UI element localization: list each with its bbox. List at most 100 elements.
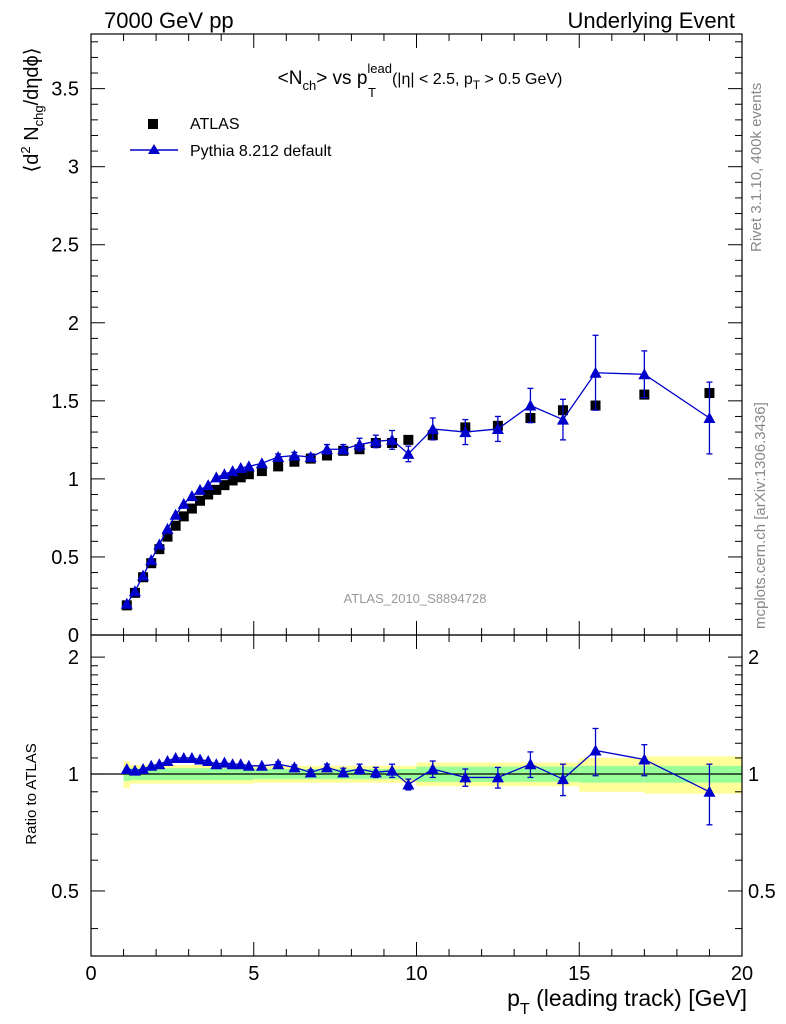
main-y-tick-label: 3.5 [51, 79, 79, 101]
ratio-pythia-point [589, 744, 602, 756]
pythia-data-point [288, 449, 301, 461]
rivet-label: Rivet 3.1.10, 400k events [748, 83, 765, 252]
x-tick-label: 15 [568, 963, 590, 985]
pythia-data-point [218, 468, 231, 480]
ratio-pythia-point [491, 771, 504, 783]
ratio-pythia-point [386, 764, 399, 776]
pythia-data-point [353, 438, 366, 450]
pythia-data-point [589, 366, 602, 378]
ratio-pythia-point [426, 763, 439, 775]
pythia-data-point [210, 471, 223, 483]
ratio-pythia-point [556, 773, 569, 785]
atlas-data-point [186, 503, 197, 514]
ratio-pythia-point [255, 759, 268, 771]
pythia-data-point [226, 465, 239, 477]
atlas-data-point [403, 434, 414, 445]
pythia-data-point [426, 422, 439, 434]
pythia-data-point [128, 585, 141, 597]
ratio-pythia-point [226, 758, 239, 770]
pythia-data-point [556, 413, 569, 425]
atlas-data-point [321, 450, 332, 461]
legend-pythia-marker [148, 144, 160, 154]
ratio-pythia-point [177, 751, 190, 763]
atlas-data-point [203, 489, 214, 500]
atlas-data-point [243, 469, 254, 480]
ratio-pythia-point [242, 759, 255, 771]
main-y-tick-label: 1 [68, 469, 79, 491]
pythia-data-point [153, 538, 166, 550]
x-tick-label: 0 [85, 963, 96, 985]
pythia-data-point [137, 569, 150, 581]
pythia-line [126, 372, 710, 605]
main-plot-frame [90, 33, 743, 636]
ratio-y-axis-label: Ratio to ATLAS [23, 743, 40, 844]
pythia-data-point [185, 490, 198, 502]
header-left: 7000 GeV pp [104, 8, 234, 33]
analysis-watermark: ATLAS_2010_S8894728 [344, 591, 487, 606]
ratio-pythia-point [524, 758, 537, 770]
atlas-data-point [227, 475, 238, 486]
atlas-data-point [211, 484, 222, 495]
main-y-tick-label: 1.5 [51, 391, 79, 413]
main-y-tick-label: 2.5 [51, 235, 79, 257]
ratio-y-tick-label: 1 [68, 764, 79, 786]
ratio-pythia-point [638, 753, 651, 765]
legend: ATLAS Pythia 8.212 default [130, 116, 332, 160]
pythia-data-point [459, 426, 472, 438]
ratio-pythia-point [459, 771, 472, 783]
ratio-pythia-point [369, 766, 382, 778]
atlas-data-point [195, 495, 206, 506]
legend-pythia-label: Pythia 8.212 default [190, 143, 332, 160]
ratio-pythia-point [402, 778, 415, 790]
ratio-y-tick-label-right: 2 [748, 647, 759, 669]
ratio-pythia-point [202, 755, 215, 767]
header-right: Underlying Event [567, 8, 735, 33]
pythia-data-point [386, 433, 399, 445]
ratio-y-tick-label-right: 1 [748, 764, 759, 786]
main-y-tick-label: 2 [68, 313, 79, 335]
pythia-data-point [320, 443, 333, 455]
atlas-data-point [235, 472, 246, 483]
pythia-data-point [177, 497, 190, 509]
ratio-pythia-point [337, 766, 350, 778]
atlas-data-point [162, 531, 173, 542]
ratio-y-tick-label-right: 0.5 [748, 881, 776, 903]
ratio-pythia-point [304, 766, 317, 778]
legend-atlas-marker [148, 119, 158, 129]
ratio-pythia-point [320, 761, 333, 773]
ratio-pythia-point [288, 761, 301, 773]
atlas-data-point [170, 520, 181, 531]
x-tick-label: 20 [731, 963, 753, 985]
pythia-data-point [638, 368, 651, 380]
ratio-pythia-point [169, 751, 182, 763]
pythia-data-point [145, 554, 158, 566]
pythia-data-point [255, 457, 268, 469]
ratio-y-tick-label: 0.5 [51, 881, 79, 903]
pythia-data-point [402, 447, 415, 459]
ratio-plot-frame [90, 634, 743, 957]
pythia-data-point [161, 522, 174, 534]
ratio-pythia-point [120, 763, 133, 775]
x-tick-label: 5 [248, 963, 259, 985]
ratio-pythia-point [353, 763, 366, 775]
pythia-data-point [304, 451, 317, 463]
ratio-pythia-point [703, 785, 716, 797]
ratio-pythia-point [185, 751, 198, 763]
ratio-pythia-point [161, 755, 174, 767]
pythia-data-point [491, 422, 504, 434]
atlas-data-point [273, 461, 284, 472]
mcplots-label: mcplots.cern.ch [arXiv:1306.3436] [752, 402, 769, 629]
pythia-data-point [524, 399, 537, 411]
pythia-data-point [120, 597, 133, 609]
pythia-data-point [194, 483, 207, 495]
ratio-pythia-point [194, 753, 207, 765]
ratio-pythia-point [234, 758, 247, 770]
chart-marks: 0 5 10 15 20 0 0.5 1 1.5 2 2.5 3 3.5 0.5 0.5 1 1 2 2 [51, 33, 776, 985]
pythia-data-point [202, 479, 215, 491]
pythia-data-point [242, 460, 255, 472]
main-y-tick-label: 3 [68, 157, 79, 179]
main-y-tick-label: 0 [68, 625, 79, 647]
ratio-pythia-point [272, 758, 285, 770]
pythia-data-point [337, 443, 350, 455]
